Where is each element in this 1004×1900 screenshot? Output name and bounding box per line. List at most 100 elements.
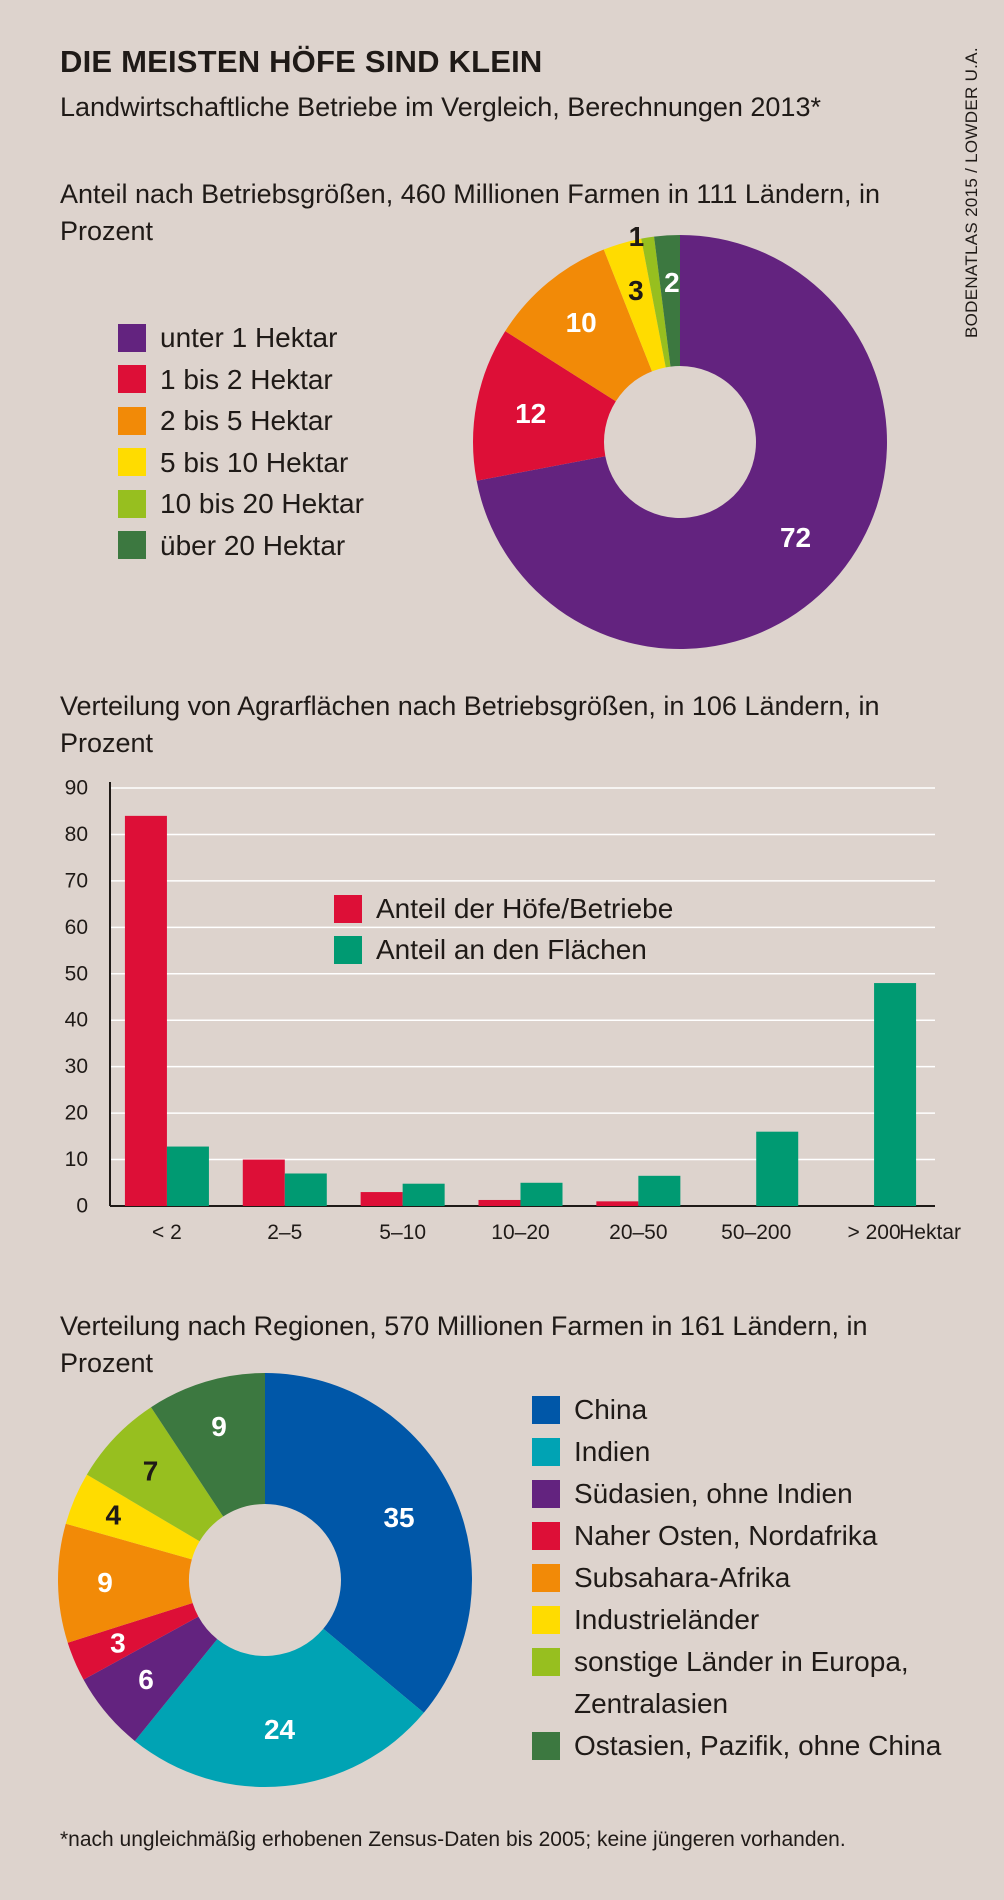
legend-swatch	[532, 1479, 560, 1508]
slice-1-bis-2-hektar	[473, 331, 616, 481]
slice-label-china: 35	[383, 1502, 414, 1533]
x-tick-label: 2–5	[267, 1221, 302, 1244]
legend-label: Ostasien, Pazifik, ohne China	[574, 1730, 942, 1761]
slice-label-2-bis-5-hektar: 10	[566, 307, 597, 338]
legend-item-ostasien-pazifik-ohne-china: Ostasien, Pazifik, ohne China	[532, 1725, 972, 1767]
y-tick-label: 50	[65, 962, 88, 985]
legend-item-südasien-ohne-indien: Südasien, ohne Indien	[532, 1473, 972, 1515]
slice-indien	[134, 1628, 424, 1787]
region-legend: China Indien Südasien, ohne Indien Naher Os…	[532, 1389, 972, 1767]
bar-chart-legend: Anteil der Höfe/Betriebe Anteil an den Fl…	[334, 888, 673, 970]
x-tick-label: 10–20	[491, 1221, 549, 1244]
slice-label-industrieländer: 4	[106, 1500, 122, 1531]
slice-label-indien: 24	[264, 1714, 296, 1745]
slice-label-über-20-hektar: 2	[664, 267, 680, 298]
y-tick-label: 90	[65, 777, 88, 800]
footnote: *nach ungleichmäßig erhobenen Zensus-Dat…	[60, 1828, 846, 1851]
legend-label: Anteil an den Flächen	[376, 934, 647, 965]
bar-farms-2-5	[242, 1159, 285, 1206]
y-tick-label: 0	[76, 1195, 88, 1218]
legend-swatch	[532, 1563, 560, 1592]
bar-area-10-20	[520, 1182, 563, 1206]
legend-item-subsahara-afrika: Subsahara-Afrika	[532, 1557, 972, 1599]
slice-industrieländer	[65, 1474, 200, 1560]
legend-label: über 20 Hektar	[160, 529, 346, 561]
bar-area-2-5	[284, 1173, 327, 1206]
x-tick-label: < 2	[152, 1221, 182, 1244]
legend-label: unter 1 Hektar	[160, 322, 338, 353]
legend-label: Naher Osten, Nordafrika	[574, 1520, 878, 1551]
slice-über-20-hektar	[654, 235, 680, 367]
bar-area-20-50	[638, 1175, 681, 1206]
slice-südasien-ohne-indien	[83, 1616, 218, 1741]
legend-label: 2 bis 5 Hektar	[160, 405, 333, 436]
legend-swatch	[532, 1521, 560, 1550]
legend-swatch	[532, 1395, 560, 1424]
legend-swatch	[532, 1605, 560, 1634]
land-distribution-chart-title: Verteilung von Agrarflächen nach Betrieb…	[60, 691, 880, 758]
page-title: DIE MEISTEN HÖFE SIND KLEIN	[60, 44, 543, 79]
legend-label: Anteil der Höfe/Betriebe	[376, 893, 674, 924]
slice-naher-osten-nordafrika	[67, 1603, 199, 1680]
bar-area-200	[874, 983, 917, 1206]
y-tick-label: 60	[65, 916, 88, 939]
y-tick-label: 30	[65, 1055, 88, 1078]
legend-label: 10 bis 20 Hektar	[160, 488, 364, 519]
region-chart-title: Verteilung nach Regionen, 570 Millionen …	[60, 1311, 868, 1378]
legend-label: China	[574, 1394, 648, 1425]
legend-item-china: China	[532, 1389, 972, 1431]
legend-item-1-bis-2-hektar: 1 bis 2 Hektar	[118, 359, 364, 401]
slice-sonstige-länder-in-europa-zentralasien	[86, 1407, 224, 1542]
legend-swatch	[532, 1648, 560, 1676]
y-tick-label: 10	[65, 1148, 88, 1171]
x-tick-label: 50–200	[721, 1221, 791, 1244]
legend-label: sonstige Länder in Europa, Zentralasien	[574, 1646, 909, 1719]
legend-swatch	[118, 531, 146, 560]
legend-item-industrieländer: Industrieländer	[532, 1599, 972, 1641]
slice-10-bis-20-hektar	[641, 236, 671, 368]
legend-label: Subsahara-Afrika	[574, 1562, 791, 1593]
farm-size-chart-title: Anteil nach Betriebsgrößen, 460 Millione…	[60, 179, 880, 246]
farm-size-legend: unter 1 Hektar 1 bis 2 Hektar 2 bis 5 Hekt…	[118, 317, 364, 566]
slice-5-bis-10-hektar	[603, 238, 666, 372]
legend-item-sonstige-länder-in-europa-zentralasien: sonstige Länder in Europa, Zentralasien	[532, 1641, 972, 1725]
bar-legend-item-area: Anteil an den Flächen	[334, 929, 673, 970]
slice-china	[265, 1373, 473, 1713]
legend-swatch	[334, 894, 362, 923]
slice-2-bis-5-hektar	[505, 249, 653, 402]
legend-swatch	[118, 406, 146, 435]
y-tick-label: 40	[65, 1009, 88, 1032]
legend-swatch	[118, 323, 146, 352]
legend-swatch	[334, 935, 362, 964]
bar-farms-2	[124, 815, 167, 1206]
x-axis-unit: Hektar	[899, 1221, 961, 1244]
legend-item-unter-1-hektar: unter 1 Hektar	[118, 317, 364, 359]
legend-item-über-20-hektar: über 20 Hektar	[118, 525, 364, 567]
legend-label: Südasien, ohne Indien	[574, 1478, 853, 1509]
legend-swatch	[118, 448, 146, 477]
legend-item-5-bis-10-hektar: 5 bis 10 Hektar	[118, 442, 364, 484]
bar-area-5-10	[402, 1183, 445, 1206]
slice-unter-1-hektar	[476, 235, 888, 650]
legend-item-naher-osten-nordafrika: Naher Osten, Nordafrika	[532, 1515, 972, 1557]
slice-label-sonstige-länder-in-europa-zentralasien: 7	[143, 1456, 159, 1487]
legend-swatch	[118, 365, 146, 394]
y-tick-label: 80	[65, 823, 88, 846]
slice-label-unter-1-hektar: 72	[780, 522, 811, 553]
bar-area-50-200	[756, 1131, 799, 1206]
bar-area-2	[166, 1146, 209, 1206]
slice-subsahara-afrika	[58, 1523, 193, 1643]
slice-label-naher-osten-nordafrika: 3	[110, 1628, 126, 1659]
y-tick-label: 20	[65, 1102, 88, 1125]
legend-label: Industrieländer	[574, 1604, 760, 1635]
legend-item-2-bis-5-hektar: 2 bis 5 Hektar	[118, 400, 364, 442]
legend-item-10-bis-20-hektar: 10 bis 20 Hektar	[118, 483, 364, 525]
legend-label: Indien	[574, 1436, 651, 1467]
bar-legend-item-farms: Anteil der Höfe/Betriebe	[334, 888, 673, 929]
slice-label-1-bis-2-hektar: 12	[515, 398, 546, 429]
bar-farms-20-50	[596, 1201, 639, 1206]
legend-label: 5 bis 10 Hektar	[160, 446, 349, 478]
